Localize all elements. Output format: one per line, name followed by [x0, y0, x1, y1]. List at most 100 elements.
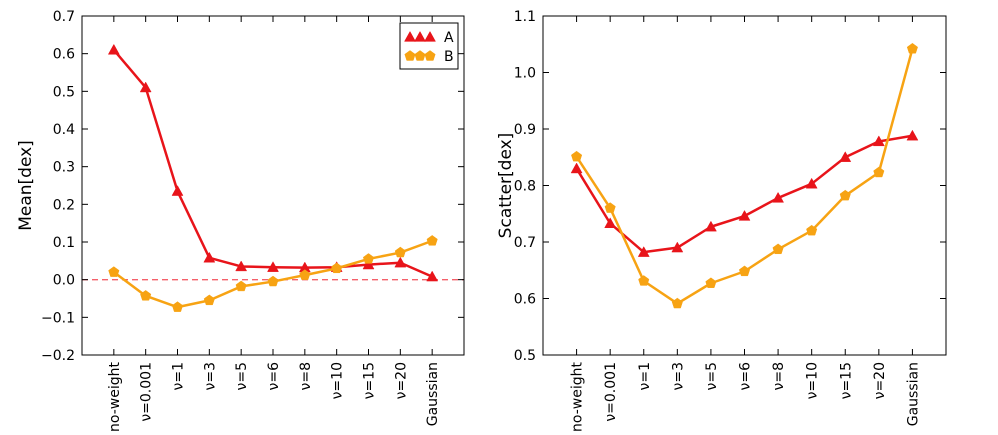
series-A-point	[362, 258, 375, 270]
series-B-point	[299, 269, 311, 280]
series-A-point	[171, 185, 184, 196]
series-B-point	[772, 243, 784, 255]
series-B-point	[571, 150, 583, 162]
series-A-point	[671, 241, 684, 253]
y-tick-label: 0.6	[53, 47, 75, 63]
mean-panel: −0.2 −0.1 0.0 0.1 0.2 0.3 0.4 0.5 0.6 0.7 no-weigh…	[16, 9, 465, 432]
x-tick-label: ν=5	[704, 362, 720, 390]
x-tick-label: ν=15	[362, 362, 378, 399]
plot-frame	[542, 15, 947, 356]
y-axis-label: Mean[dex]	[16, 140, 36, 231]
legend-A-marker	[404, 30, 416, 42]
x-tick-label: Gaussian	[905, 362, 921, 426]
y-tick-label: 0.2	[53, 197, 75, 213]
series-B-point	[171, 301, 184, 312]
y-tick-label: 0.9	[514, 122, 536, 138]
x-tick-label: ν=6	[738, 362, 754, 391]
series-B-point	[738, 265, 751, 277]
y-tick-label: 0.7	[53, 9, 75, 25]
y-tick-label: 0.5	[53, 84, 75, 100]
y-tick-label: 0.4	[53, 122, 75, 138]
series-A-point	[203, 251, 216, 263]
x-tick-label: ν=5	[234, 362, 250, 390]
series-B-point	[140, 290, 152, 301]
legend-B-marker	[414, 50, 426, 61]
legend-B-marker	[404, 50, 416, 61]
x-tick-label: ν=0.001	[139, 362, 155, 422]
series-B-line	[575, 48, 914, 305]
series-B-point	[362, 253, 375, 264]
series-A-point	[267, 261, 279, 272]
series-A-point	[426, 270, 439, 282]
scatter-panel: 0.5 0.6 0.7 0.8 0.9 1.0 1.1 no-weight ν=0.001 ν=1…	[496, 9, 947, 432]
x-tick-label: Gaussian	[425, 362, 441, 426]
x-tick-label: ν=1	[637, 362, 653, 390]
y-tick-label: 0.0	[53, 273, 75, 289]
series-A-point	[570, 162, 583, 174]
series-A-point	[704, 220, 717, 232]
series-B-point	[235, 280, 247, 292]
y-tick-label: 0.6	[514, 292, 536, 308]
x-tick-label: no-weight	[570, 361, 586, 431]
series-B-point	[806, 224, 818, 236]
y-tick-label: 1.1	[514, 9, 536, 25]
series-B-point	[705, 277, 717, 288]
legend-A-marker	[414, 30, 426, 42]
series-A-point	[906, 129, 919, 141]
series-B-point	[604, 202, 616, 213]
y-tick-label: 0.8	[514, 179, 536, 195]
series-B-point	[394, 246, 406, 258]
x-tick-label: ν=3	[670, 362, 686, 390]
series-B-point	[671, 297, 683, 309]
series-B-point	[203, 294, 215, 306]
x-tick-label: ν=8	[771, 362, 787, 390]
y-tick-label: 1.0	[514, 66, 536, 82]
x-tick-label: ν=0.001	[603, 362, 619, 422]
series-B-point	[906, 42, 918, 54]
y-tick-label: 0.7	[514, 235, 536, 251]
x-tick-label: no-weight	[107, 361, 123, 431]
x-tick-label: ν=6	[266, 362, 282, 391]
series-A-point	[107, 43, 120, 55]
x-tick-label: ν=20	[872, 362, 888, 399]
series-B-point	[331, 262, 343, 274]
series-A-line	[575, 134, 913, 254]
legend-B-marker	[424, 50, 436, 61]
series-A-point	[604, 217, 617, 229]
x-tick-label: ν=20	[393, 362, 409, 399]
x-tick-label: ν=15	[838, 362, 854, 399]
series-A-point	[738, 209, 751, 221]
legend: AB	[399, 22, 459, 70]
y-tick-label: 0.5	[514, 348, 536, 364]
y-tick-label: 0.3	[53, 160, 75, 176]
series-A-point	[394, 256, 407, 268]
series-A-point	[637, 246, 650, 257]
x-tick-label: ν=8	[298, 362, 314, 390]
legend-box	[399, 22, 459, 70]
x-tick-label: ν=10	[805, 362, 821, 399]
legend-A-label: A	[444, 30, 454, 46]
series-A-point	[139, 81, 152, 93]
legend-A-marker	[424, 30, 436, 42]
series-B-point	[839, 189, 851, 201]
y-axis-label: Scatter[dex]	[496, 133, 516, 239]
series-B-point	[638, 275, 650, 286]
series-B-line	[113, 239, 433, 309]
series-A-point	[235, 260, 248, 272]
y-tick-label: −0.1	[41, 310, 75, 326]
series-B-point	[108, 266, 120, 277]
x-tick-label: ν=1	[171, 362, 187, 390]
series-B-point	[873, 166, 885, 178]
series-A-point	[839, 151, 852, 162]
y-tick-label: −0.2	[41, 348, 75, 364]
series-A-point	[872, 135, 885, 147]
y-tick-label: 0.1	[53, 235, 75, 251]
legend-B-label: B	[444, 49, 454, 65]
x-tick-label: ν=3	[202, 362, 218, 390]
series-A-point	[772, 191, 785, 203]
x-tick-label: ν=10	[330, 362, 346, 399]
series-A-line	[112, 49, 433, 278]
series-B-point	[267, 275, 279, 287]
series-B-point	[426, 235, 438, 246]
